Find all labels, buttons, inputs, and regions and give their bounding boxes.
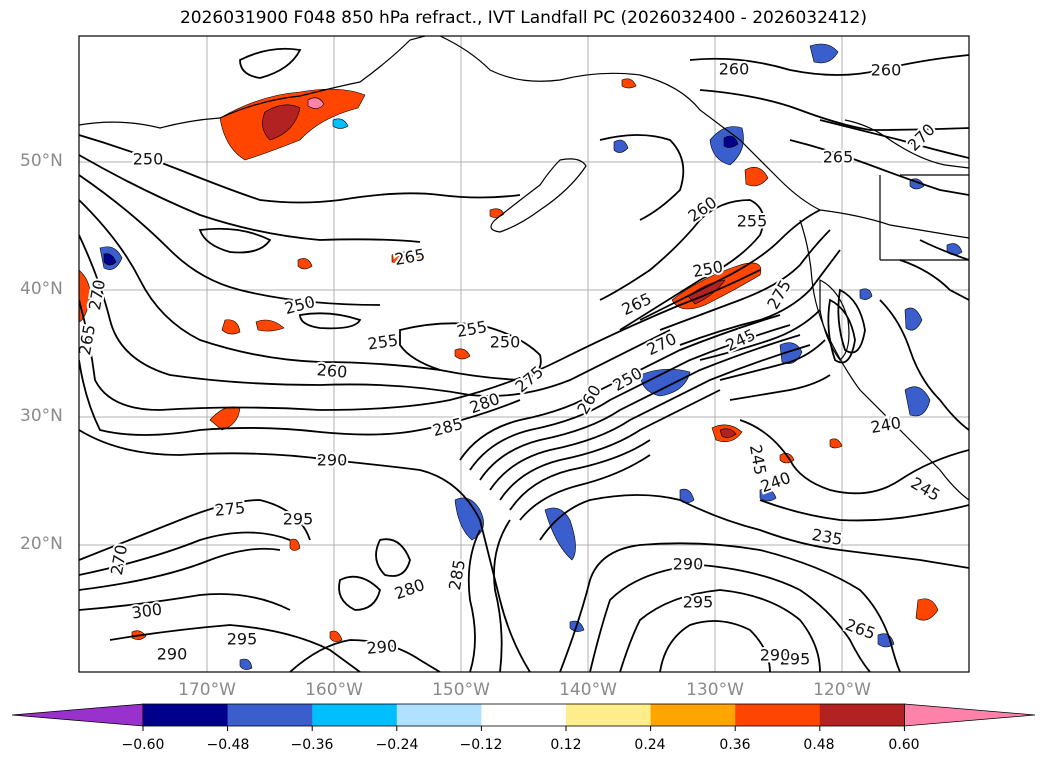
colorbar-tick-label: 0.24 [634, 737, 666, 753]
lat-label-40n: 40°N [20, 279, 63, 299]
colorbar-segment [819, 704, 905, 726]
contour-label: 260 [871, 61, 902, 80]
contour-label: 265 [823, 148, 854, 167]
contour-label: 280 [392, 575, 427, 603]
lon-label-120w: 120°W [813, 680, 871, 700]
colorbar-extend-max [904, 703, 1036, 727]
colorbar-segment [481, 704, 567, 726]
contour-label: 275 [512, 362, 548, 396]
colorbar-frame [142, 703, 905, 727]
contour-label: 270 [644, 329, 680, 359]
contour-label: 260 [719, 60, 750, 79]
map-frame [78, 35, 970, 673]
contour-label: 255 [366, 330, 399, 353]
contour-label: 295 [780, 650, 811, 669]
colorbar-tick-label: 0.60 [888, 737, 920, 753]
colorbar-segment [312, 704, 398, 726]
contour-label: 290 [760, 646, 791, 665]
contour-label: 265 [393, 245, 426, 269]
contour-label: 270 [107, 543, 131, 576]
lat-label-30n: 30°N [20, 406, 63, 426]
contour-label: 275 [763, 277, 795, 313]
contour-label: 255 [455, 317, 488, 341]
colorbar [11, 703, 1036, 731]
contour-label: 250 [490, 333, 521, 352]
lon-label-170w: 170°W [178, 680, 236, 700]
contour-label: 290 [157, 645, 188, 664]
colorbar-tick-label: −0.24 [375, 737, 419, 753]
lon-label-130w: 130°W [686, 680, 744, 700]
lon-label-150w: 150°W [432, 680, 490, 700]
contour-label: 295 [683, 593, 714, 612]
contour-label: 235 [810, 525, 843, 549]
contour-label: 260 [573, 382, 605, 418]
colorbar-segment [650, 704, 736, 726]
contour-label: 265 [843, 615, 878, 643]
contour-label: 300 [130, 599, 163, 622]
contour-label: 295 [283, 510, 314, 529]
map-title: 2026031900 F048 850 hPa refract., IVT La… [179, 8, 867, 28]
colorbar-tick-label: −0.12 [459, 737, 503, 753]
coastlines [79, 36, 969, 501]
colorbar-tick-label: 0.12 [550, 737, 582, 753]
colorbar-tick-label: −0.48 [206, 737, 250, 753]
contour-label: 295 [227, 630, 258, 649]
refractivity-contours [79, 47, 969, 672]
colorbar-extend-min [11, 703, 144, 727]
contour-label: 250 [610, 363, 646, 395]
contour-label: 290 [673, 555, 704, 574]
colorbar-segment [566, 704, 652, 726]
contour-label: 290 [366, 636, 398, 658]
contour-label: 255 [737, 212, 768, 231]
contour-label: 240 [869, 413, 902, 437]
contour-label: 250 [133, 150, 164, 169]
colorbar-segment [143, 704, 229, 726]
colorbar-segment [735, 704, 821, 726]
lon-label-160w: 160°W [305, 680, 363, 700]
lat-label-50n: 50°N [20, 151, 63, 171]
contour-label: 285 [431, 414, 465, 440]
contour-label: 290 [317, 451, 348, 470]
colorbar-segment [227, 704, 313, 726]
contour-label: 260 [316, 360, 348, 382]
contour-label: 245 [746, 443, 770, 476]
contour-label: 275 [214, 498, 246, 520]
lat-label-20n: 20°N [20, 534, 63, 554]
contour-label: 245 [908, 473, 944, 505]
lon-label-140w: 140°W [559, 680, 617, 700]
colorbar-tick-label: 0.48 [803, 737, 835, 753]
contour-label: 285 [445, 558, 469, 591]
colorbar-segment [396, 704, 482, 726]
colorbar-tick-label: −0.60 [121, 737, 165, 753]
filled-anomalies [79, 43, 963, 670]
colorbar-tick-label: −0.36 [290, 737, 334, 753]
colorbar-tick-label: 0.36 [719, 737, 751, 753]
